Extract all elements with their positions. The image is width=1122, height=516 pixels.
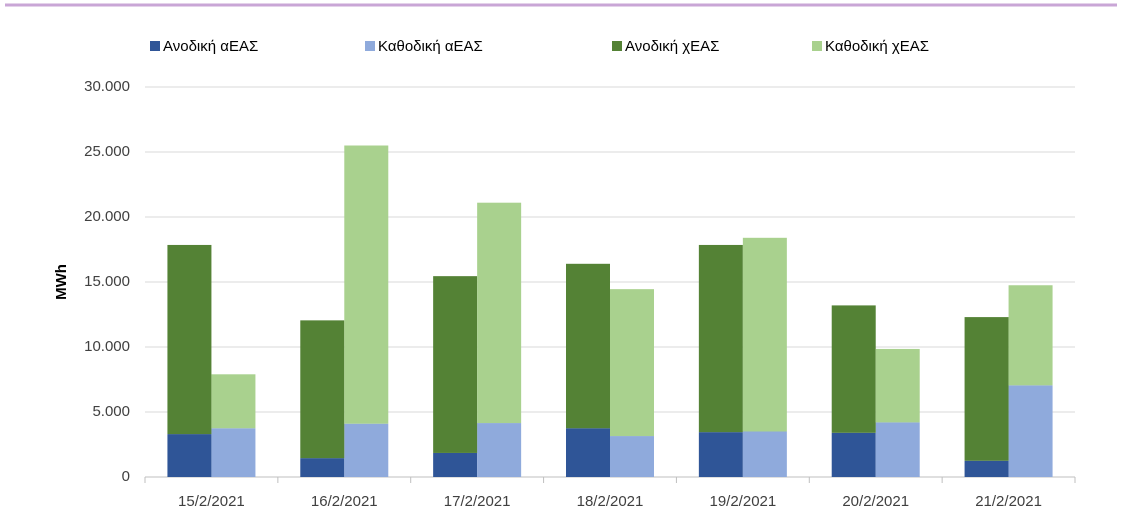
bar [1008,385,1053,477]
bar [300,320,345,459]
y-tick-label: 25.000 [84,143,130,160]
legend-swatch [365,41,375,51]
bar [875,348,920,423]
bar [477,423,522,477]
bar [566,263,610,429]
y-tick-label: 30.000 [84,78,130,95]
y-tick-label: 0 [122,468,130,485]
y-tick-label: 10.000 [84,338,130,355]
bar [211,428,256,477]
bar [211,374,256,429]
bar [344,145,389,424]
bar [742,237,787,432]
bar [477,202,522,424]
bar [742,431,787,477]
x-tick-label: 21/2/2021 [975,493,1042,510]
y-tick-label: 20.000 [84,208,130,225]
x-tick-label: 15/2/2021 [178,493,245,510]
bar [964,460,1009,477]
legend-swatch [150,41,160,51]
bar [167,244,212,435]
y-tick-label: 5.000 [92,403,130,420]
bar [610,436,654,477]
y-tick-label: 15.000 [84,273,130,290]
bar [1008,285,1053,386]
x-tick-label: 19/2/2021 [709,493,776,510]
legend-label: Ανοδική αΕΑΣ [163,38,258,55]
bar [433,452,478,477]
y-axis-label: MWh [53,264,70,300]
bar [875,422,920,477]
bar [831,432,876,477]
legend-label: Ανοδική χΕΑΣ [625,38,719,55]
bar [831,305,876,433]
bar [300,458,345,477]
x-tick-label: 20/2/2021 [842,493,909,510]
x-tick-label: 16/2/2021 [311,493,378,510]
bar [698,432,743,477]
legend-label: Καθοδική αΕΑΣ [378,38,483,55]
bar [964,317,1009,461]
x-tick-label: 18/2/2021 [577,493,644,510]
bar [610,289,654,437]
bar [698,244,743,433]
bar [167,434,212,477]
x-tick-label: 17/2/2021 [444,493,511,510]
legend-label: Καθοδική χΕΑΣ [825,38,929,55]
bar [566,428,610,477]
legend-swatch [812,41,822,51]
bar [433,276,478,453]
bar [344,423,389,477]
legend-swatch [612,41,622,51]
